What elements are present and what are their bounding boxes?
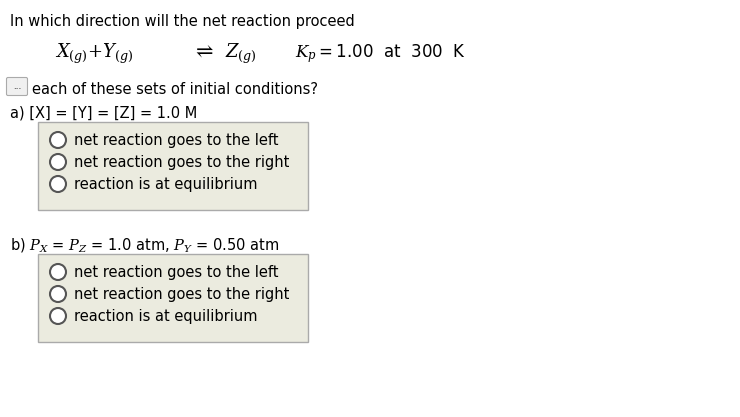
Text: $K_p$$\mathregular{ = 1.00\ \ at\ \ 300\ \ K}$: $K_p$$\mathregular{ = 1.00\ \ at\ \ 300\… xyxy=(295,42,466,65)
Circle shape xyxy=(50,264,66,280)
Text: b) $P_X$ = $P_Z$ = 1.0 atm, $P_Y$ = 0.50 atm: b) $P_X$ = $P_Z$ = 1.0 atm, $P_Y$ = 0.50… xyxy=(10,236,279,254)
Text: net reaction goes to the left: net reaction goes to the left xyxy=(74,264,278,279)
Text: $\rightleftharpoons$: $\rightleftharpoons$ xyxy=(192,42,215,62)
Text: each of these sets of initial conditions?: each of these sets of initial conditions… xyxy=(32,82,318,97)
Text: reaction is at equilibrium: reaction is at equilibrium xyxy=(74,176,258,191)
Text: In which direction will the net reaction proceed: In which direction will the net reaction… xyxy=(10,14,354,29)
Circle shape xyxy=(50,308,66,324)
Text: $X_{(g)}$$+$$Y_{(g)}$: $X_{(g)}$$+$$Y_{(g)}$ xyxy=(55,42,133,66)
FancyBboxPatch shape xyxy=(7,78,27,95)
Text: net reaction goes to the left: net reaction goes to the left xyxy=(74,133,278,148)
Circle shape xyxy=(50,154,66,170)
Text: ...: ... xyxy=(13,83,21,90)
Text: reaction is at equilibrium: reaction is at equilibrium xyxy=(74,309,258,324)
Circle shape xyxy=(50,286,66,302)
Text: a) [X] = [Y] = [Z] = 1.0 M: a) [X] = [Y] = [Z] = 1.0 M xyxy=(10,105,198,120)
Text: net reaction goes to the right: net reaction goes to the right xyxy=(74,155,289,169)
Circle shape xyxy=(50,132,66,148)
Circle shape xyxy=(50,176,66,192)
FancyBboxPatch shape xyxy=(38,254,308,342)
FancyBboxPatch shape xyxy=(38,122,308,210)
Text: $Z_{(g)}$: $Z_{(g)}$ xyxy=(225,42,257,66)
Text: net reaction goes to the right: net reaction goes to the right xyxy=(74,286,289,301)
